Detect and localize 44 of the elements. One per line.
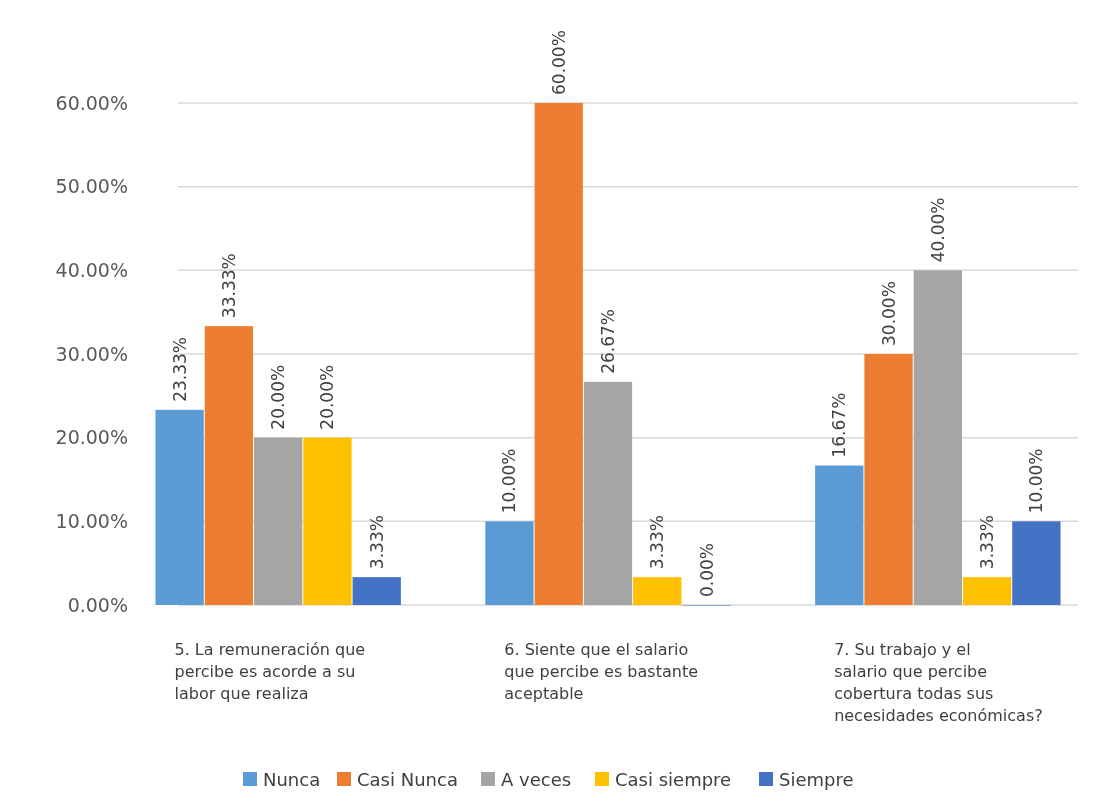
- data-label: 10.00%: [499, 448, 520, 514]
- bar: [913, 270, 962, 605]
- data-label: 10.00%: [1026, 448, 1047, 514]
- data-label: 3.33%: [647, 515, 668, 570]
- legend-label: Nunca: [263, 769, 321, 791]
- data-label: 0.00%: [696, 542, 717, 597]
- y-tick-label: 0.00%: [67, 593, 128, 616]
- x-tick-label: 7. Su trabajo y el salario que percibe cobertura todas sus necesidades económicas?: [834, 640, 1043, 725]
- y-tick-label: 60.00%: [55, 91, 128, 114]
- y-tick-label: 50.00%: [55, 175, 128, 198]
- bar: [962, 577, 1012, 605]
- bar: [204, 326, 254, 605]
- data-label: 3.33%: [366, 515, 387, 570]
- data-label: 30.00%: [878, 281, 899, 346]
- bar: [534, 103, 583, 605]
- data-label: 20.00%: [317, 364, 338, 430]
- bar: [1012, 521, 1061, 605]
- bar: [815, 465, 864, 605]
- y-tick-label: 30.00%: [55, 342, 128, 365]
- bar: [352, 577, 401, 605]
- bar: [303, 437, 352, 605]
- data-label: 60.00%: [548, 30, 569, 95]
- bar: [864, 354, 913, 605]
- data-label: 23.33%: [169, 336, 190, 402]
- bar: [254, 437, 303, 605]
- bar: [485, 521, 534, 605]
- bar: [583, 381, 633, 605]
- y-tick-label: 10.00%: [55, 509, 128, 532]
- data-label: 20.00%: [268, 364, 289, 430]
- legend-label: Casi siempre: [615, 769, 732, 791]
- y-tick-label: 20.00%: [55, 426, 128, 449]
- x-tick-label: 5. La remuneración que percibe es acorde a su labor que realiza: [174, 640, 366, 703]
- data-label: 33.33%: [218, 253, 239, 319]
- bar: [633, 577, 682, 605]
- legend-label: A veces: [501, 769, 572, 791]
- y-tick-label: 40.00%: [55, 258, 128, 281]
- legend-label: Siempre: [779, 769, 854, 791]
- data-label: 16.67%: [829, 392, 850, 458]
- x-tick-label: 6. Siente que el salario que percibe es bastante aceptable: [504, 640, 698, 703]
- data-label: 3.33%: [977, 515, 998, 570]
- bar: [155, 409, 204, 605]
- data-label: 26.67%: [598, 309, 618, 374]
- legend-label: Casi Nunca: [357, 769, 458, 791]
- data-label: 40.00%: [927, 197, 948, 263]
